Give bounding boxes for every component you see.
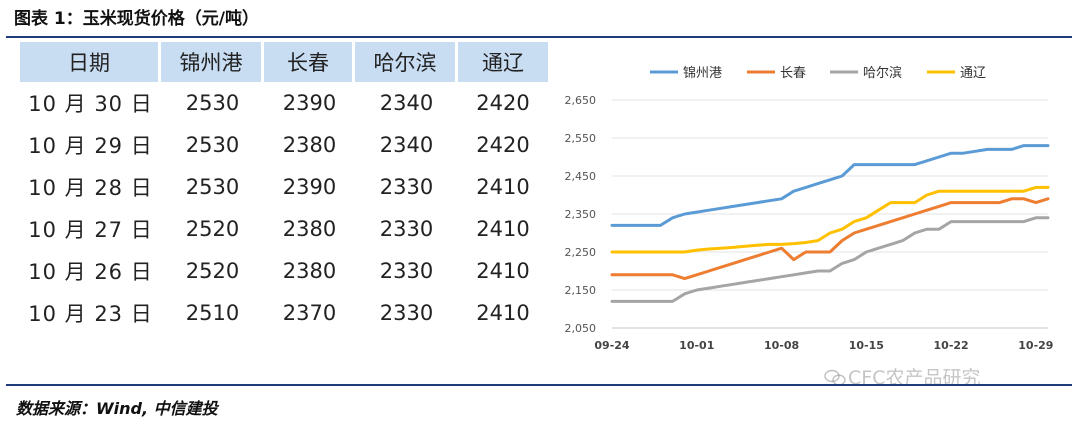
legend-label: 锦州港 — [683, 66, 722, 81]
series-line — [610, 144, 1050, 227]
series-line — [610, 216, 1050, 303]
y-tick-label: 2,050 — [565, 322, 597, 335]
x-tick-label: 10-08 — [764, 339, 799, 352]
cell-value: 2410 — [476, 301, 530, 325]
figure-title: 图表 1：玉米现货价格（元/吨） — [14, 9, 259, 29]
x-tick-label: 10-29 — [1018, 339, 1053, 352]
cell-value: 2380 — [282, 217, 337, 241]
price-line-chart: 2,050 2,150 2,250 2,350 2,450 2,550 2,650 09-24… — [565, 65, 1054, 352]
table-row: 10 月 26 日 2520 2380 2330 2410 — [20, 250, 548, 292]
cell-value: 2370 — [282, 301, 337, 325]
x-tick-label: 10-22 — [934, 339, 969, 352]
header-tongliao: 通辽 — [458, 42, 548, 82]
table-row: 10 月 29 日 2530 2380 2340 2420 — [20, 124, 548, 166]
cell-value: 2420 — [476, 91, 530, 115]
legend-label: 长春 — [780, 66, 806, 81]
cell-value: 2380 — [282, 259, 337, 283]
cell-date: 10 月 30 日 — [28, 92, 153, 116]
table-row: 10 月 30 日 2530 2390 2340 2420 — [20, 82, 548, 124]
y-tick-label: 2,250 — [565, 246, 597, 259]
cell-value: 2410 — [476, 175, 530, 199]
header-date: 日期 — [20, 42, 161, 82]
y-tick-label: 2,450 — [565, 170, 597, 183]
cell-value: 2340 — [379, 91, 434, 115]
y-tick-label: 2,650 — [565, 94, 597, 107]
cell-value: 2330 — [379, 175, 434, 199]
cell-date: 10 月 29 日 — [28, 134, 153, 158]
header-harbin: 哈尔滨 — [355, 42, 458, 82]
table-row: 10 月 28 日 2530 2390 2330 2410 — [20, 166, 548, 208]
cell-date: 10 月 28 日 — [28, 176, 153, 200]
cell-value: 2330 — [379, 259, 434, 283]
legend-label: 通辽 — [960, 66, 986, 81]
table-header-row: 日期 锦州港 长春 哈尔滨 通辽 — [20, 42, 548, 82]
cell-date: 10 月 27 日 — [28, 218, 153, 242]
cell-date: 10 月 26 日 — [28, 260, 153, 284]
cell-value: 2410 — [476, 217, 530, 241]
cell-value: 2420 — [476, 133, 530, 157]
y-tick-label: 2,150 — [565, 284, 597, 297]
table-row: 10 月 23 日 2510 2370 2330 2410 — [20, 292, 548, 334]
header-changchun: 长春 — [264, 42, 355, 82]
cell-value: 2390 — [282, 175, 337, 199]
cell-value: 2340 — [379, 133, 434, 157]
bottom-rule — [6, 384, 1072, 386]
cell-date: 10 月 23 日 — [28, 302, 153, 326]
x-tick-label: 10-15 — [849, 339, 884, 352]
y-tick-label: 2,550 — [565, 132, 597, 145]
cell-value: 2380 — [282, 133, 337, 157]
price-table: 日期 锦州港 长春 哈尔滨 通辽 10 月 30 日 2530 2390 234… — [20, 42, 548, 334]
cell-value: 2530 — [185, 175, 240, 199]
watermark-text: CFC农产品研究 — [848, 367, 981, 389]
y-tick-label: 2,350 — [565, 208, 597, 221]
cell-value: 2530 — [185, 91, 240, 115]
table-row: 10 月 27 日 2520 2380 2330 2410 — [20, 208, 548, 250]
cell-value: 2330 — [379, 301, 434, 325]
source-note: 数据来源：Wind, 中信建投 — [16, 399, 218, 418]
cell-value: 2410 — [476, 259, 530, 283]
cell-value: 2330 — [379, 217, 434, 241]
header-jinzhou: 锦州港 — [161, 42, 264, 82]
watermark: CFC农产品研究 — [824, 363, 980, 390]
cell-value: 2520 — [185, 259, 240, 283]
cell-value: 2520 — [185, 217, 240, 241]
cell-value: 2390 — [282, 91, 337, 115]
top-rule — [6, 36, 1072, 38]
series-line — [610, 185, 1050, 254]
legend-label: 哈尔滨 — [863, 65, 902, 81]
cell-value: 2530 — [185, 133, 240, 157]
x-tick-label: 10-01 — [679, 339, 714, 352]
cell-value: 2510 — [185, 301, 240, 325]
series-line — [610, 197, 1050, 281]
x-tick-label: 09-24 — [594, 339, 630, 352]
